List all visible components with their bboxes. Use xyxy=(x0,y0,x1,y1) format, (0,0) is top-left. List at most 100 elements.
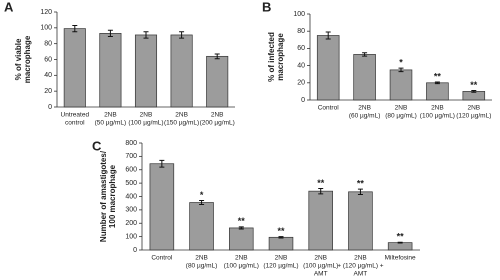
y-axis-label: % of infected xyxy=(267,32,276,82)
y-tick-label: 100 xyxy=(125,233,137,240)
x-tick-label: 2NB xyxy=(175,112,188,119)
x-tick-label: 2NB xyxy=(395,105,408,112)
panel-label: B xyxy=(262,0,271,14)
x-tick-label: Control xyxy=(151,255,173,262)
y-tick-label: 40 xyxy=(44,72,52,79)
y-tick-label: 100 xyxy=(293,11,305,18)
x-tick-label: 2NB xyxy=(275,255,288,262)
panel-label: C xyxy=(92,138,102,153)
x-tick-label: (100 µg/mL) xyxy=(128,120,163,127)
bar xyxy=(149,163,175,251)
bar xyxy=(189,202,214,251)
x-tick-label: (100 µg/mL) xyxy=(224,263,259,270)
y-tick-label: 20 xyxy=(297,80,305,87)
x-tick-label: 2NB xyxy=(358,105,371,112)
bar xyxy=(99,33,122,108)
y-tick-label: 20 xyxy=(44,88,52,95)
x-tick-label: (150 µg/mL) xyxy=(164,120,199,127)
x-tick-label: 2NB xyxy=(314,255,327,262)
x-tick-label: (80 µg/mL) xyxy=(385,113,417,120)
bar xyxy=(426,82,449,101)
error-bar xyxy=(318,187,324,195)
bar xyxy=(206,55,229,108)
x-tick-label: 2NB xyxy=(235,255,248,262)
x-tick-label: AMT xyxy=(354,271,368,278)
x-tick-label: (60 µg/mL) xyxy=(349,113,381,120)
x-tick-label: + (120 µg/mL) + xyxy=(337,263,384,270)
x-tick-label: (200 µg/mL) xyxy=(200,120,235,127)
y-axis-label: macrophage xyxy=(276,33,285,81)
x-tick-label: AMT xyxy=(314,271,328,278)
bar xyxy=(348,191,373,251)
x-tick-label: 2NB xyxy=(431,105,444,112)
error-bar xyxy=(159,159,165,168)
bar xyxy=(134,34,158,108)
significance-label: ** xyxy=(397,232,405,242)
y-tick-label: 600 xyxy=(125,167,137,174)
bar xyxy=(308,190,333,251)
error-bar xyxy=(107,29,113,38)
bar xyxy=(170,34,193,108)
y-tick-label: 120 xyxy=(40,9,52,16)
x-tick-label: 2NB xyxy=(140,112,153,119)
bar xyxy=(387,242,413,251)
bar xyxy=(63,28,86,108)
significance-label: * xyxy=(399,58,403,68)
x-tick-label: 2NB xyxy=(467,105,480,112)
significance-label: * xyxy=(200,190,204,200)
bar xyxy=(229,227,254,251)
x-tick-label: Untreated xyxy=(61,112,90,119)
error-bar xyxy=(434,81,440,85)
x-tick-label: 2NB xyxy=(104,112,117,119)
x-tick-label: 2NB xyxy=(354,255,367,262)
error-bar xyxy=(143,31,149,39)
y-tick-label: 400 xyxy=(125,193,137,200)
x-tick-label: 2NB xyxy=(211,112,224,119)
significance-label: ** xyxy=(238,216,246,226)
y-axis-label: Number of amastigotes/ xyxy=(99,150,108,242)
x-tick-label: (120 µg/mL) xyxy=(263,263,298,270)
y-tick-label: 40 xyxy=(297,62,305,69)
y-tick-label: 100 xyxy=(40,25,52,32)
x-tick-label: 2NB xyxy=(195,255,208,262)
panel-label: A xyxy=(4,0,14,14)
y-tick-label: 80 xyxy=(297,28,305,35)
significance-label: ** xyxy=(357,179,365,189)
bar xyxy=(316,35,340,101)
x-tick-label: (100 µg/mL) xyxy=(420,113,455,120)
y-tick-label: 0 xyxy=(133,247,137,254)
y-tick-label: 800 xyxy=(125,140,137,147)
error-bar xyxy=(179,31,185,39)
error-bar xyxy=(238,226,244,230)
y-axis-label: 100 macrophage xyxy=(108,164,117,228)
error-bar xyxy=(72,24,78,33)
y-axis-label: macrophage xyxy=(23,35,32,83)
y-tick-label: 80 xyxy=(44,41,52,48)
y-tick-label: 0 xyxy=(301,97,305,104)
error-bar xyxy=(397,241,403,244)
significance-label: ** xyxy=(434,71,442,81)
y-tick-label: 60 xyxy=(44,56,52,63)
x-tick-label: Miltefosine xyxy=(385,255,416,262)
bar xyxy=(389,69,413,101)
error-bar xyxy=(199,200,205,206)
error-bar xyxy=(357,188,363,195)
x-tick-label: (120 µg/mL) xyxy=(456,113,491,120)
y-tick-label: 300 xyxy=(125,207,137,214)
error-bar xyxy=(362,52,368,57)
bar xyxy=(353,54,376,101)
y-tick-label: 60 xyxy=(297,45,305,52)
x-tick-label: Control xyxy=(318,105,340,112)
significance-label: ** xyxy=(470,80,478,90)
x-tick-label: (80 µg/mL) xyxy=(186,263,218,270)
significance-label: ** xyxy=(317,178,325,188)
x-tick-label: control xyxy=(65,120,85,127)
error-bar xyxy=(278,236,284,239)
y-tick-label: 700 xyxy=(125,153,137,160)
error-bar xyxy=(398,67,404,73)
y-axis-label: % of viable xyxy=(14,38,23,80)
x-tick-label: (100 µg/mL) xyxy=(303,263,338,270)
y-tick-label: 500 xyxy=(125,180,137,187)
y-tick-label: 200 xyxy=(125,220,137,227)
